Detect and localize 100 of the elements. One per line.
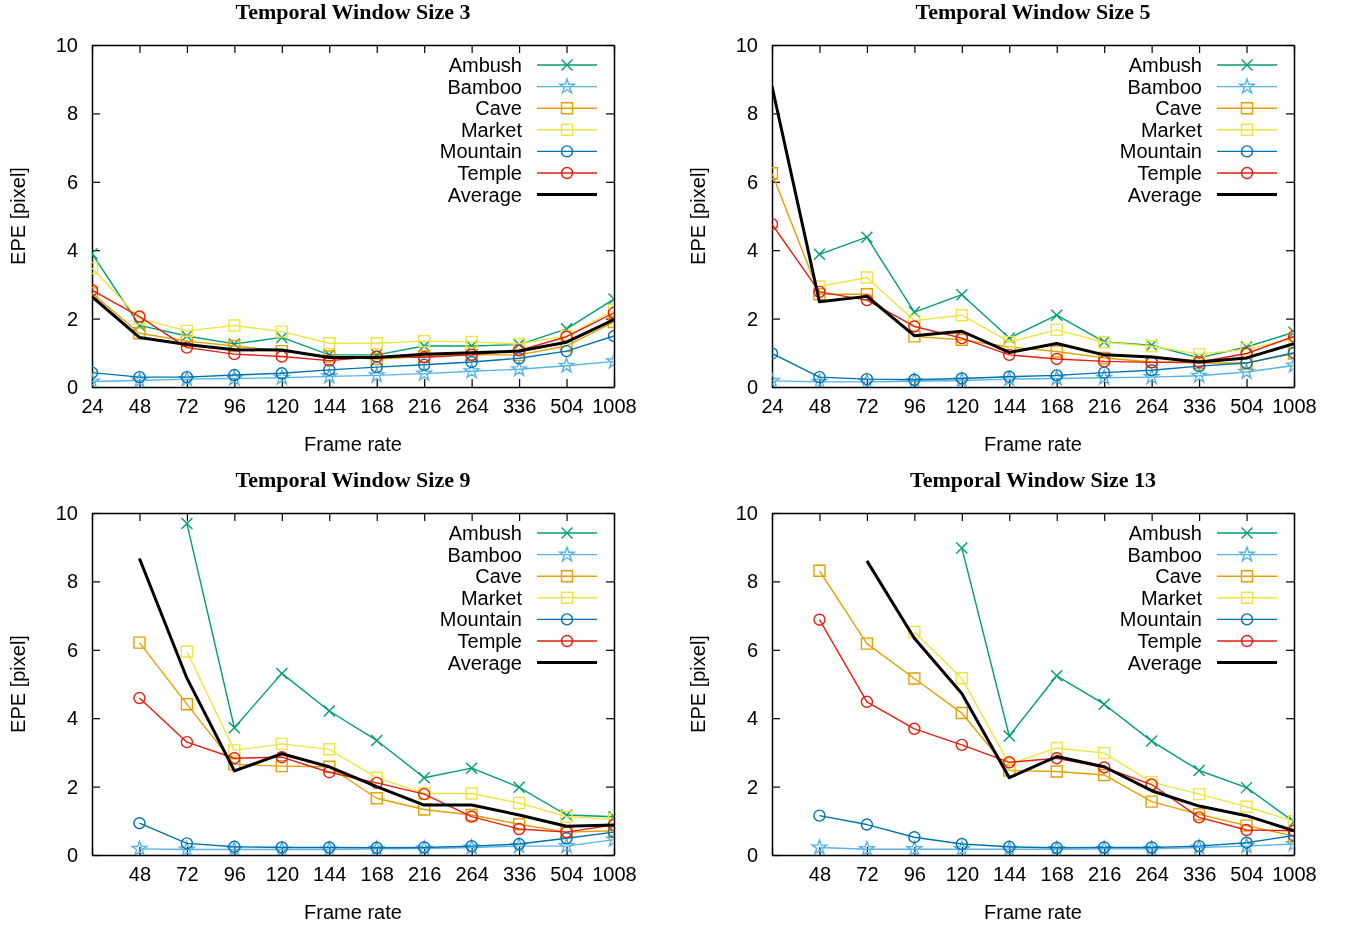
- point: [558, 357, 575, 373]
- point: [908, 320, 921, 333]
- x-tick-label: 216: [407, 863, 442, 886]
- y-tick-label: 10: [735, 501, 758, 524]
- point: [370, 360, 383, 374]
- legend-label: Cave: [1155, 565, 1202, 588]
- point: [860, 637, 874, 650]
- y-axis-title: EPE [pixel]: [7, 167, 29, 265]
- legend-label: Ambush: [1128, 522, 1202, 544]
- point: [1050, 345, 1063, 358]
- x-tick-label: 1008: [1272, 395, 1317, 418]
- point: [1240, 347, 1253, 360]
- x-tick-label: 96: [223, 863, 246, 886]
- point: [813, 809, 826, 822]
- point: [133, 817, 146, 830]
- point: [465, 787, 478, 800]
- y-tick-label: 6: [66, 170, 78, 193]
- point: [1050, 308, 1063, 322]
- point: [1050, 352, 1063, 366]
- legend-label: Average: [1127, 183, 1202, 206]
- legend-label: Mountain: [1119, 140, 1202, 163]
- point: [1192, 787, 1206, 801]
- point: [465, 355, 478, 369]
- legend-label: Bamboo: [1127, 75, 1202, 98]
- x-tick-label: 1008: [592, 395, 637, 418]
- point: [1050, 323, 1063, 337]
- point: [908, 625, 921, 639]
- legend-label: Mountain: [1119, 608, 1202, 631]
- x-tick-label: 168: [360, 395, 394, 418]
- point: [860, 695, 874, 708]
- x-tick-label: 1008: [592, 863, 637, 886]
- x-tick-label: 168: [360, 863, 394, 886]
- point: [228, 721, 241, 734]
- x-tick-label: 264: [455, 395, 489, 418]
- point: [955, 738, 969, 752]
- point: [955, 671, 969, 685]
- point: [908, 672, 921, 685]
- x-tick-label: 120: [265, 395, 300, 418]
- x-tick-label: 24: [81, 395, 104, 418]
- point: [226, 370, 243, 386]
- x-tick-label: 144: [313, 863, 347, 886]
- legend-label: Market: [1140, 118, 1203, 141]
- point: [131, 840, 148, 855]
- x-tick-label: 120: [945, 395, 980, 418]
- point: [370, 792, 383, 805]
- point: [465, 335, 478, 349]
- point: [1191, 367, 1208, 383]
- point: [1003, 331, 1016, 345]
- x-tick-label: 1008: [1272, 863, 1317, 886]
- point: [1143, 368, 1160, 385]
- legend-label: Ambush: [448, 54, 522, 76]
- point: [416, 365, 433, 381]
- x-tick-label: 72: [856, 395, 879, 418]
- point: [813, 564, 826, 577]
- x-axis-title: Frame rate: [984, 433, 1082, 455]
- x-tick-label: 72: [176, 863, 199, 886]
- legend-label: Market: [460, 586, 523, 609]
- point: [178, 841, 195, 855]
- y-tick-label: 2: [746, 775, 758, 798]
- y-tick-label: 0: [66, 375, 78, 398]
- point: [1240, 819, 1253, 832]
- point: [465, 761, 478, 775]
- point: [417, 803, 431, 816]
- point: [321, 368, 338, 384]
- y-tick-label: 4: [66, 239, 78, 262]
- x-axis-title: Frame rate: [304, 433, 402, 455]
- point: [368, 366, 385, 383]
- point: [228, 744, 241, 757]
- x-tick-label: 216: [1087, 395, 1122, 418]
- point: [860, 231, 874, 244]
- x-tick-label: 168: [1040, 395, 1074, 418]
- point: [1097, 697, 1111, 711]
- point: [463, 362, 480, 379]
- point: [323, 337, 336, 350]
- legend-label: Market: [460, 118, 523, 141]
- x-tick-label: 216: [1087, 863, 1122, 886]
- x-tick-label: 72: [176, 395, 199, 418]
- x-tick-label: 168: [1040, 863, 1074, 886]
- x-tick-label: 96: [223, 395, 246, 418]
- x-tick-label: 336: [1182, 863, 1217, 886]
- point: [512, 352, 526, 365]
- y-tick-label: 0: [66, 843, 78, 866]
- y-tick-label: 8: [66, 102, 78, 125]
- legend-label: Temple: [457, 162, 522, 184]
- legend-label: Bamboo: [447, 75, 522, 98]
- point: [133, 327, 146, 340]
- point: [180, 334, 194, 348]
- x-tick-label: 144: [313, 395, 347, 418]
- chart-title: Temporal Window Size 13: [910, 467, 1156, 492]
- point: [512, 796, 526, 810]
- point: [228, 319, 241, 332]
- point: [180, 517, 194, 530]
- y-tick-label: 10: [55, 501, 78, 524]
- point: [1048, 370, 1065, 386]
- point: [860, 818, 874, 831]
- x-tick-label: 336: [502, 395, 537, 418]
- point: [275, 759, 289, 773]
- point: [180, 645, 194, 658]
- point: [275, 325, 289, 338]
- legend-label: Temple: [1137, 630, 1202, 652]
